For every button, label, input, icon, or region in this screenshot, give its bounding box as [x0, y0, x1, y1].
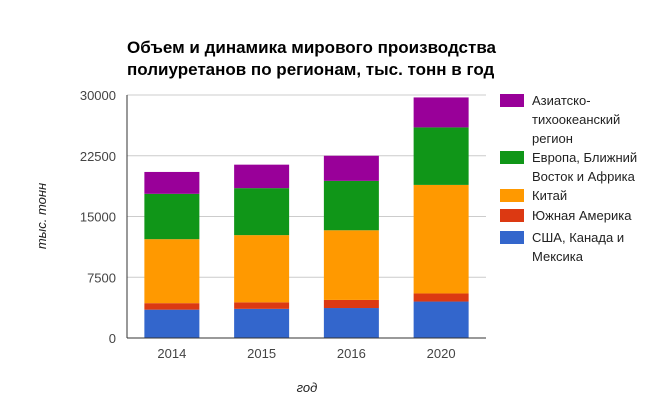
- legend-swatch: [500, 189, 524, 202]
- bar-segment: [413, 301, 469, 338]
- x-tick-labels: 2014 2015 2016 2020: [157, 346, 455, 361]
- bar-segment: [144, 303, 200, 310]
- y-tick-label: 0: [109, 331, 116, 346]
- y-tick-label: 15000: [80, 210, 116, 225]
- y-tick-label: 22500: [80, 149, 116, 164]
- legend-swatch: [500, 151, 524, 164]
- axes: [126, 95, 486, 339]
- legend-swatch: [500, 231, 524, 244]
- bar-segment: [413, 293, 469, 302]
- chart-title: Объем и динамика мирового производства п…: [127, 38, 497, 79]
- legend: Азиатско-тихоокеанский регион Европа, Ближ…: [500, 93, 637, 264]
- bar-segment: [323, 308, 379, 338]
- legend-label: тихоокеанский: [532, 112, 620, 127]
- bar-segment: [144, 193, 200, 240]
- x-tick-label: 2020: [427, 346, 456, 361]
- legend-swatch: [500, 94, 524, 107]
- bar-segment: [323, 299, 379, 309]
- legend-entry: Южная Америка: [500, 208, 632, 223]
- legend-label: США, Канада и: [532, 230, 624, 245]
- legend-entry: Европа, Ближний Восток и Африка: [500, 150, 637, 184]
- chart-title-line-2: полиуретанов по регионам, тыс. тонн в го…: [127, 60, 494, 79]
- bar-segment: [234, 302, 290, 309]
- bar-segment: [413, 97, 469, 128]
- legend-entry: Азиатско-тихоокеанский регион: [500, 93, 620, 146]
- x-tick-label: 2015: [247, 346, 276, 361]
- x-axis-title: год: [297, 380, 318, 395]
- y-tick-label: 7500: [87, 270, 116, 285]
- bar-segment: [144, 239, 200, 304]
- bar-segment: [234, 188, 290, 236]
- legend-label: Китай: [532, 188, 567, 203]
- bar-segment: [234, 164, 290, 189]
- legend-label: Азиатско-: [532, 93, 591, 108]
- legend-entry: США, Канада и Мексика: [500, 230, 624, 264]
- legend-label: Мексика: [532, 249, 584, 264]
- x-tick-label: 2014: [157, 346, 186, 361]
- y-tick-label: 30000: [80, 88, 116, 103]
- bar-segment: [323, 230, 379, 300]
- bar-segment: [144, 171, 200, 194]
- bar-segment: [323, 155, 379, 181]
- bars: [144, 97, 469, 338]
- legend-label: Европа, Ближний: [532, 150, 637, 165]
- legend-entry: Китай: [500, 188, 567, 203]
- legend-swatch: [500, 209, 524, 222]
- y-tick-labels: 0 7500 15000 22500 30000: [80, 88, 116, 346]
- legend-label: Южная Америка: [532, 208, 632, 223]
- bar-segment: [144, 309, 200, 338]
- bar-segment: [413, 127, 469, 185]
- bar-segment: [323, 180, 379, 231]
- x-tick-label: 2016: [337, 346, 366, 361]
- legend-label: Восток и Африка: [532, 169, 636, 184]
- bar-segment: [413, 184, 469, 294]
- bar-segment: [234, 235, 290, 303]
- bar-segment: [234, 308, 290, 338]
- y-axis-title: тыс. тонн: [34, 183, 49, 249]
- legend-label: регион: [532, 131, 573, 146]
- chart-title-line-1: Объем и динамика мирового производства: [127, 38, 497, 57]
